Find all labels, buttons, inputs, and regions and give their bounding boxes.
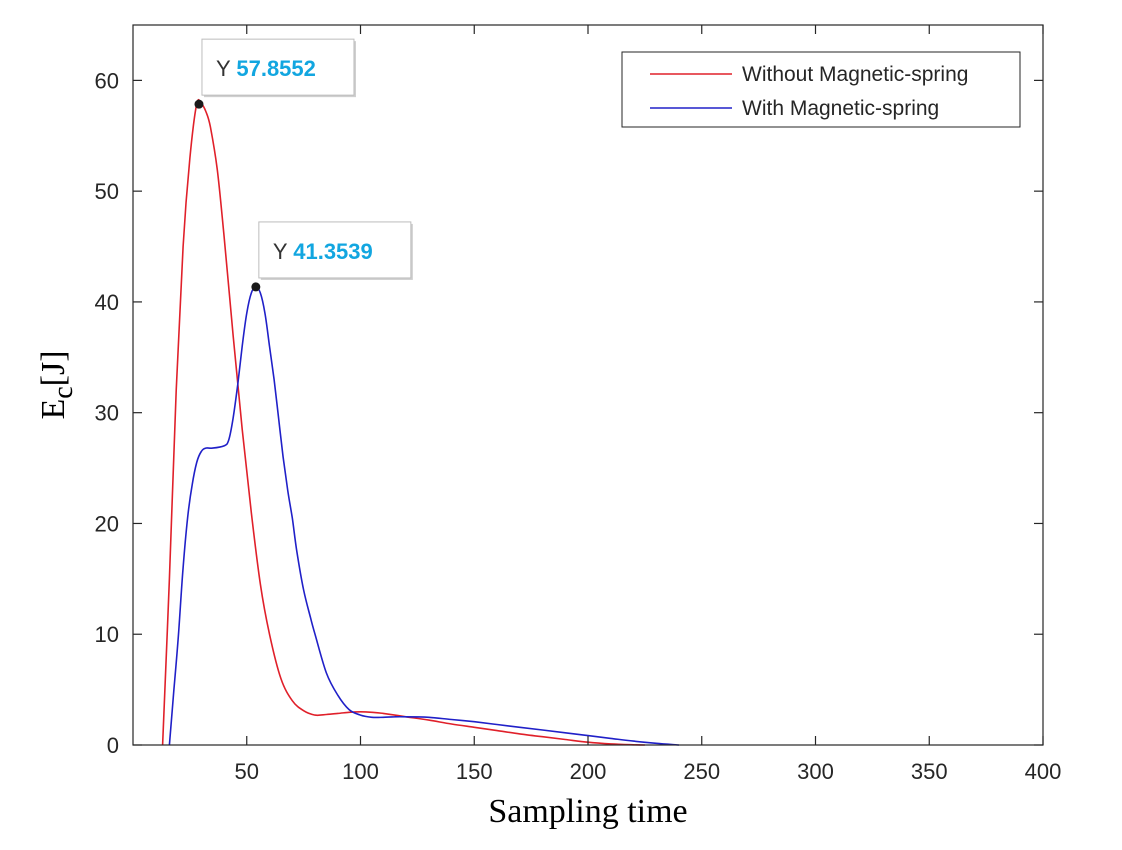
series-line-with-magnetic-spring: [168, 286, 680, 746]
x-tick-label-250: 250: [683, 759, 720, 784]
datatip-1[interactable]: Y 41.3539: [251, 221, 413, 292]
x-tick-label-200: 200: [570, 759, 607, 784]
datatip-box: [258, 221, 412, 279]
x-tick-label-300: 300: [797, 759, 834, 784]
datatip-text: Y 57.8552: [216, 56, 316, 81]
y-tick-label-20: 20: [95, 511, 119, 536]
datatip-0[interactable]: Y 57.8552: [194, 38, 356, 109]
y-tick-label-50: 50: [95, 179, 119, 204]
datatip-value: 41.3539: [293, 239, 373, 264]
datatip-marker: [194, 99, 204, 109]
y-axis-title-main: E: [35, 399, 72, 420]
plot-background: [133, 25, 1043, 745]
datatip-box: [201, 38, 355, 96]
datatip-text: Y 41.3539: [273, 239, 373, 264]
datatip-prefix: Y: [273, 239, 293, 264]
legend: Without Magnetic-spring With Magnetic-sp…: [621, 51, 1021, 128]
x-tick-label-100: 100: [342, 759, 379, 784]
y-tick-label-30: 30: [95, 401, 119, 426]
y-axis-title-unit: [J]: [35, 350, 72, 386]
legend-label-without-magnetic-spring: Without Magnetic-spring: [742, 63, 968, 86]
y-axis-title: Ec[J]: [35, 350, 79, 419]
x-tick-label-400: 400: [1025, 759, 1062, 784]
datatip-value: 57.8552: [236, 56, 316, 81]
datatip-marker: [251, 282, 261, 292]
y-tick-label-10: 10: [95, 622, 119, 647]
x-tick-label-350: 350: [911, 759, 948, 784]
legend-box: [621, 51, 1021, 128]
y-tick-label-0: 0: [107, 733, 119, 758]
x-tick-label-150: 150: [456, 759, 493, 784]
y-tick-label-60: 60: [95, 68, 119, 93]
plot-area: 50 100 150 200 250 300 350 400 0 10 20 30 40 50 60: [95, 24, 1062, 784]
ticks-layer: 50 100 150 200 250 300 350 400 0 10 20 30 40 50 60: [95, 25, 1062, 784]
x-tick-label-50: 50: [235, 759, 259, 784]
datatip-prefix: Y: [216, 56, 236, 81]
legend-label-with-magnetic-spring: With Magnetic-spring: [742, 97, 939, 120]
x-axis-title: Sampling time: [488, 793, 687, 830]
y-axis-title-subscript: c: [48, 386, 79, 398]
y-tick-label-40: 40: [95, 290, 119, 315]
